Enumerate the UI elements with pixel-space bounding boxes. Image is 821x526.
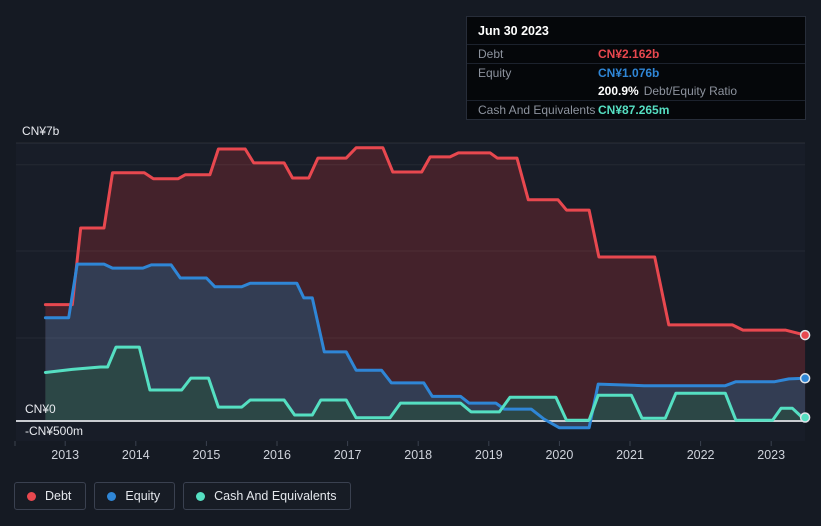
x-axis-label-2021: 2021: [616, 448, 644, 462]
x-axis-label-2023: 2023: [757, 448, 786, 462]
equity-legend-dot-icon: [107, 491, 117, 501]
chart-hover-area[interactable]: [16, 143, 805, 441]
tooltip-row-equity: Equity CN¥1.076b: [467, 64, 805, 82]
tooltip-row-value: 200.9%: [598, 84, 639, 98]
x-axis-label-2015: 2015: [192, 448, 221, 462]
equity-end-dot: [799, 373, 811, 384]
tooltip-row-ratio: 200.9% Debt/Equity Ratio: [467, 82, 805, 101]
y-axis-negative-label: -CN¥500m: [25, 424, 84, 438]
x-axis-label-2019: 2019: [474, 448, 503, 462]
debt-legend-dot-icon: [27, 491, 36, 501]
legend-label: Equity: [125, 489, 161, 503]
cash-end-dot: [799, 412, 811, 423]
tooltip-row-cash-and-equivalents: Cash And Equivalents CN¥87.265m: [467, 101, 805, 119]
debt-end-dot: [799, 329, 811, 341]
cash-legend-dot-icon: [196, 491, 206, 501]
x-axis-label-2022: 2022: [686, 448, 715, 462]
tooltip-date: Jun 30 2023: [467, 17, 805, 45]
legend-item-cash[interactable]: Cash And Equivalents: [183, 482, 352, 510]
x-axis-label-2014: 2014: [121, 448, 150, 462]
tooltip-row-label: Cash And Equivalents: [478, 103, 596, 117]
x-axis-label-2016: 2016: [263, 448, 291, 462]
tooltip-row-debt: Debt CN¥2.162b: [467, 45, 805, 64]
tooltip: Jun 30 2023 Debt CN¥2.162b Equity CN¥1.076b…: [466, 16, 806, 120]
equity-area: [45, 264, 806, 428]
x-axis-label-2020: 2020: [545, 448, 574, 462]
tooltip-row-value: CN¥2.162b: [598, 47, 660, 61]
tooltip-row-value: CN¥1.076b: [598, 66, 660, 80]
x-axis-label-2018: 2018: [404, 448, 433, 462]
legend-item-debt[interactable]: Debt: [14, 482, 87, 510]
tooltip-row-value: CN¥87.265m: [598, 103, 670, 117]
tooltip-row-label: Debt: [478, 47, 504, 61]
y-axis-top-label: CN¥7b: [22, 124, 60, 138]
equity-line: [43, 262, 807, 430]
legend: Debt Equity Cash And Equivalents: [14, 482, 352, 510]
legend-label: Cash And Equivalents: [214, 489, 337, 503]
debt-line: [43, 146, 807, 337]
cash-line: [43, 345, 807, 422]
legend-item-equity[interactable]: Equity: [94, 482, 176, 510]
y-axis-zero-label: CN¥0: [25, 402, 56, 416]
tooltip-ratio-suffix: Debt/Equity Ratio: [643, 84, 738, 98]
x-axis-label-2017: 2017: [333, 448, 362, 462]
cash-area: [45, 347, 806, 421]
x-axis-label-2013: 2013: [51, 448, 80, 462]
tooltip-row-label: Equity: [478, 66, 512, 80]
legend-label: Debt: [45, 489, 72, 503]
